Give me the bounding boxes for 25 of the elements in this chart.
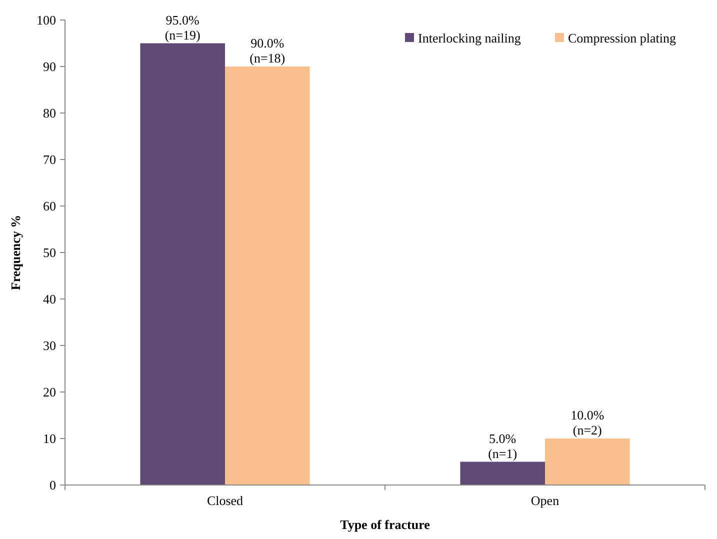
data-label: 10.0% (n=2) — [570, 408, 604, 438]
x-tick-label: Closed — [206, 493, 244, 508]
bar — [140, 43, 225, 485]
y-tick-label: 0 — [50, 478, 56, 493]
y-tick-label: 20 — [43, 384, 56, 400]
legend-label: Interlocking nailing — [418, 30, 522, 46]
x-tick-label: Open — [530, 493, 560, 508]
y-tick-label: 80 — [43, 106, 56, 121]
legend-label: Compression plating — [568, 30, 676, 46]
y-axis-title: Frequency % — [8, 214, 23, 290]
bar — [460, 462, 545, 485]
y-tick-label: 60 — [43, 198, 56, 214]
y-tick-label: 40 — [43, 292, 56, 307]
data-label: 90.0% (n=18) — [250, 36, 286, 66]
y-tick-label: 30 — [43, 338, 56, 354]
bar — [225, 66, 310, 485]
data-label: 5.0% (n=1) — [488, 430, 518, 461]
y-tick-label: 90 — [43, 59, 56, 74]
y-tick-label: 10 — [43, 431, 56, 446]
y-tick-label: 70 — [43, 152, 56, 168]
data-label: 95.0% (n=19) — [164, 12, 200, 42]
y-tick-label: 100 — [36, 12, 56, 28]
y-tick-label: 50 — [43, 245, 56, 260]
x-axis-title: Type of fracture — [340, 517, 430, 532]
bar — [545, 438, 630, 485]
